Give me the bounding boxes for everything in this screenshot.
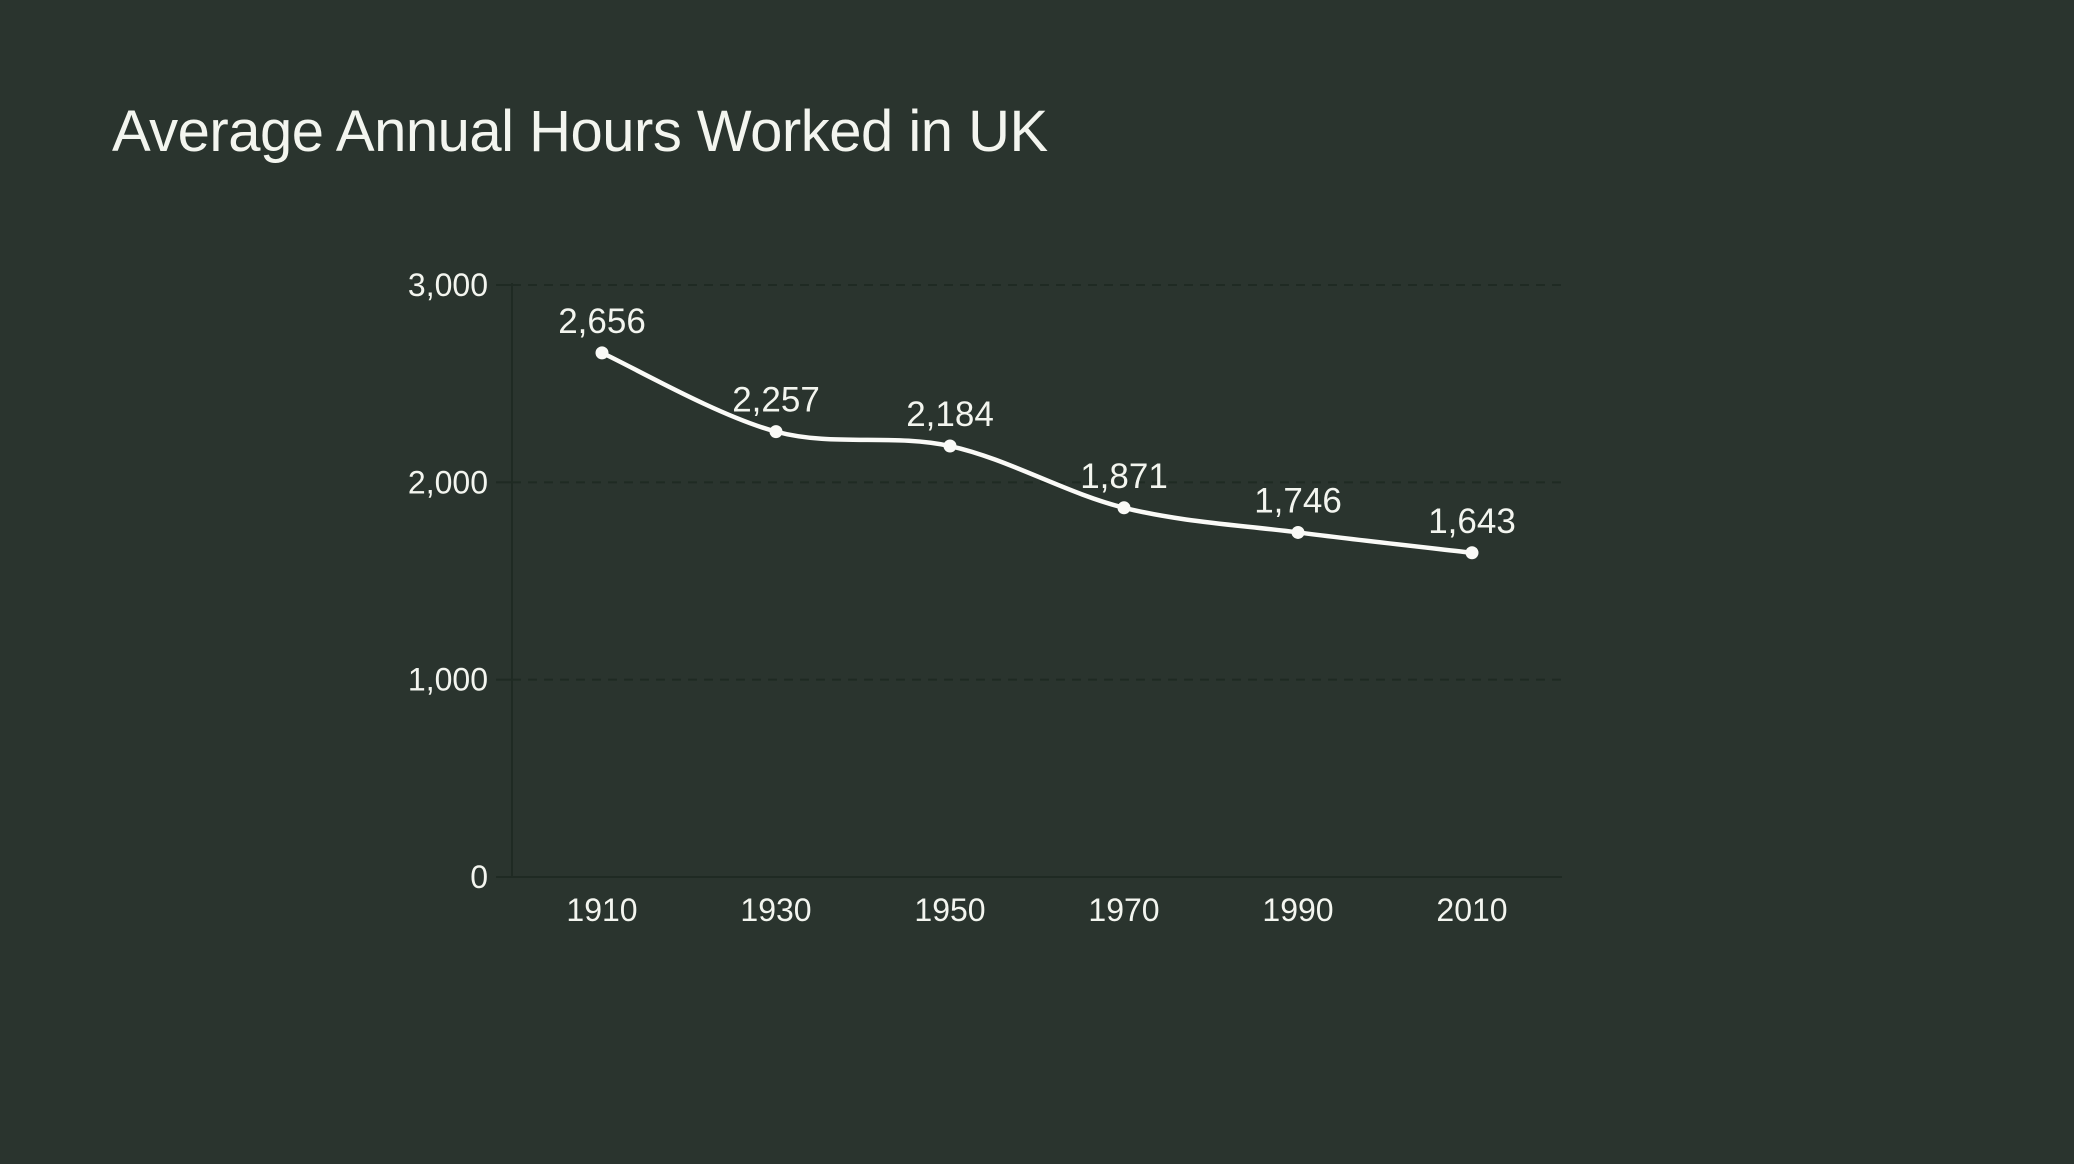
- trend-line: [599, 350, 1475, 556]
- y-tick-label: 3,000: [408, 267, 488, 303]
- y-tick-label: 2,000: [408, 464, 488, 500]
- data-label: 2,656: [558, 302, 646, 341]
- data-label: 2,257: [732, 381, 820, 420]
- chart-title: Average Annual Hours Worked in UK: [112, 99, 1048, 164]
- y-tick-label: 1,000: [408, 662, 488, 698]
- data-point: [1117, 501, 1131, 515]
- data-point: [943, 439, 957, 453]
- data-point: [1465, 546, 1479, 560]
- x-tick-label: 1990: [1262, 892, 1333, 928]
- data-point: [769, 425, 783, 439]
- data-point: [1291, 525, 1305, 539]
- data-label: 1,871: [1080, 457, 1168, 496]
- data-label: 2,184: [906, 395, 994, 434]
- x-tick-label: 1970: [1088, 892, 1159, 928]
- data-label: 1,643: [1428, 502, 1516, 541]
- x-tick-label: 1950: [914, 892, 985, 928]
- data-point: [595, 346, 609, 360]
- x-tick-label: 1910: [566, 892, 637, 928]
- x-tick-label: 2010: [1436, 892, 1507, 928]
- x-tick-label: 1930: [740, 892, 811, 928]
- y-tick-label: 0: [470, 859, 488, 895]
- data-label: 1,746: [1254, 481, 1342, 520]
